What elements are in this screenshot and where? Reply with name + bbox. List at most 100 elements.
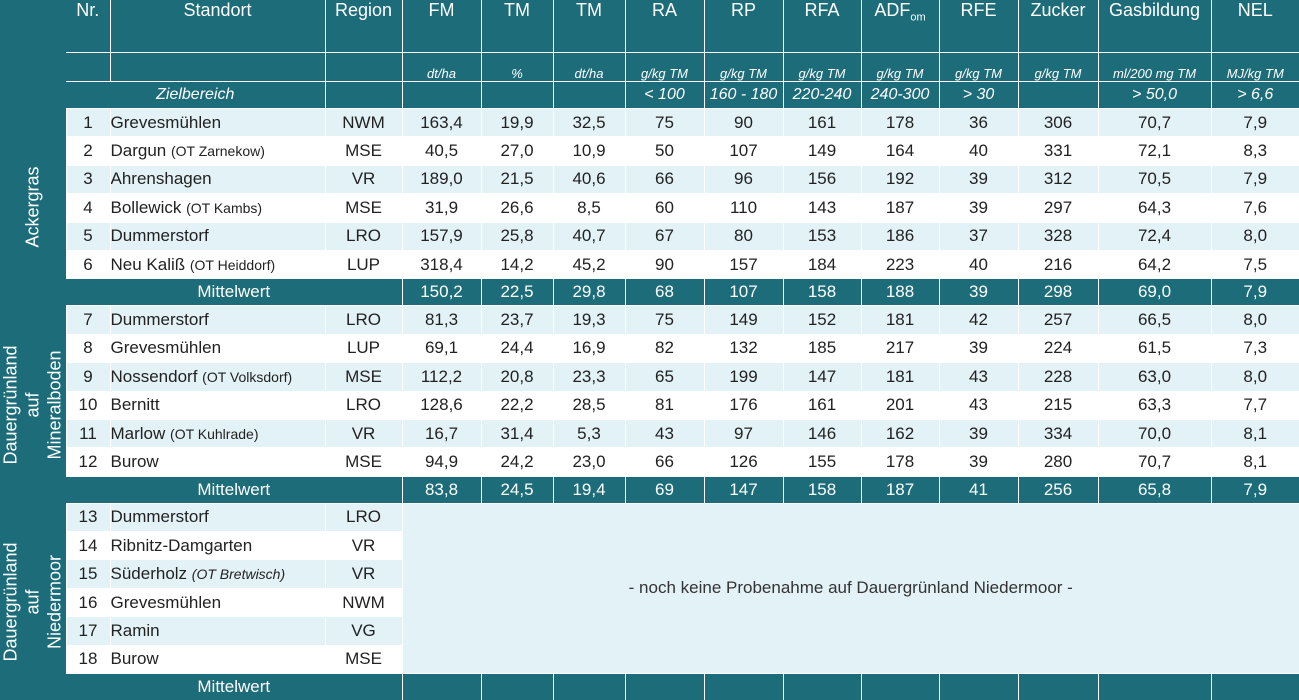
mean-label: Mittelwert [66, 475, 402, 504]
row-region: MSE [324, 193, 402, 223]
row-value: 61,5 [1097, 333, 1211, 363]
standort-name: Ramin [110, 620, 160, 640]
header-col: TM [552, 0, 625, 53]
standort-name: Dummerstorf [110, 226, 209, 246]
mean-row: Mittelwert [0, 673, 1299, 700]
table-row: Dauergrünland auf Mineralboden 7 Dummersto… [0, 305, 1299, 504]
row-value: 186 [860, 221, 939, 251]
standort-name: Grevesmühlen [110, 338, 222, 358]
row-value: 8,1 [1210, 418, 1299, 448]
row-standort: Burow [109, 644, 325, 674]
target-range-value [401, 81, 481, 109]
row-value: 184 [782, 249, 861, 279]
standort-name: Nossendorf [110, 366, 198, 386]
row-value: 143 [782, 193, 861, 223]
mean-value: 188 [860, 278, 939, 306]
mean-label: Mittelwert [66, 673, 402, 700]
standort-ortsteil: (OT Heiddorf) [189, 256, 276, 273]
row-value: 90 [703, 107, 783, 137]
row-value: 23,3 [552, 362, 625, 392]
row-value: 96 [703, 164, 783, 194]
row-value: 50 [624, 136, 704, 166]
row-value: 97 [703, 418, 783, 448]
table-row: 16 Grevesmühlen NWM [0, 587, 1299, 617]
row-region: LRO [324, 221, 402, 251]
row-nr: 1 [65, 107, 110, 137]
row-nr: 16 [65, 587, 110, 617]
row-value: 215 [1017, 390, 1098, 420]
row-region: VR [324, 559, 402, 589]
target-range-value: > 6,6 [1210, 81, 1299, 109]
unit-label: dt/ha [401, 52, 481, 82]
header-col-name: RP [730, 0, 756, 20]
row-value: 216 [1017, 249, 1098, 279]
row-value: 70,0 [1097, 418, 1211, 448]
units-blank-nr [66, 52, 110, 82]
row-value: 7,6 [1210, 193, 1299, 223]
row-value: 43 [938, 390, 1018, 420]
row-value: 5,3 [552, 418, 625, 448]
table-row: 18 Burow MSE [0, 644, 1299, 674]
row-value: 312 [1017, 164, 1098, 194]
row-nr: 2 [65, 136, 110, 166]
header-col-name: Zucker [1030, 0, 1086, 20]
row-standort: Neu Kaliß (OT Heiddorf) [109, 249, 325, 279]
row-value: 112,2 [401, 362, 481, 392]
row-nr: 18 [65, 644, 110, 674]
row-value: 37 [938, 221, 1018, 251]
row-standort: Ribnitz-Damgarten [109, 531, 325, 560]
row-value: 19,3 [552, 305, 625, 335]
standort-name: Dummerstorf [110, 310, 209, 330]
mean-value: 147 [703, 475, 783, 504]
group-label: Ackergras [22, 166, 43, 248]
mean-value: 29,8 [552, 278, 625, 306]
table-row: 5 Dummerstorf LRO 157,9 25,8 40,7 67 80 153 186 37… [0, 221, 1299, 251]
mean-value: 256 [1017, 475, 1098, 504]
standort-name: Bernitt [110, 395, 160, 415]
row-standort: Bernitt [109, 390, 325, 420]
row-value: 257 [1017, 305, 1098, 335]
target-range-value: > 50,0 [1097, 81, 1211, 109]
row-value: 153 [782, 221, 861, 251]
unit-label: dt/ha [552, 52, 625, 82]
header-col-name: Gasbildung [1108, 0, 1201, 20]
mean-value: 158 [782, 475, 861, 504]
row-value: 65 [624, 362, 704, 392]
header-col-subscript: om [910, 11, 926, 24]
row-nr: 4 [65, 193, 110, 223]
mean-value: 39 [938, 278, 1018, 306]
row-value: 36 [938, 107, 1018, 137]
mean-label: Mittelwert [66, 278, 402, 306]
target-range-value: 160 - 180 [703, 81, 783, 109]
ziel-region-blank [324, 81, 402, 109]
row-region: LRO [324, 502, 402, 532]
row-value: 31,4 [480, 418, 553, 448]
row-value: 132 [703, 333, 783, 363]
row-value: 81 [624, 390, 704, 420]
row-value: 43 [938, 362, 1018, 392]
row-value: 156 [782, 164, 861, 194]
row-value: 157,9 [401, 221, 481, 251]
row-region: MSE [324, 447, 402, 477]
row-value: 181 [860, 305, 939, 335]
standort-name: Marlow [110, 423, 166, 443]
mean-value [624, 673, 704, 700]
row-standort: Nossendorf (OT Volksdorf) [109, 362, 325, 392]
row-value: 155 [782, 447, 861, 477]
row-value: 27,0 [480, 136, 553, 166]
row-nr: 10 [65, 390, 110, 420]
row-nr: 14 [65, 531, 110, 560]
row-value: 181 [860, 362, 939, 392]
mean-value [1210, 673, 1299, 700]
standort-name: Dummerstorf [110, 507, 209, 527]
header-col-name: NEL [1237, 0, 1273, 20]
mean-value [782, 673, 861, 700]
mean-value: 187 [860, 475, 939, 504]
row-value: 161 [782, 390, 861, 420]
standort-ortsteil: (OT Volksdorf) [202, 368, 293, 385]
row-region: NWM [324, 107, 402, 137]
unit-label: g/kg TM [624, 52, 704, 82]
row-standort: Grevesmühlen [109, 333, 325, 363]
table-row: 3 Ahrenshagen VR 189,0 21,5 40,6 66 96 156 192 39 3… [0, 164, 1299, 194]
